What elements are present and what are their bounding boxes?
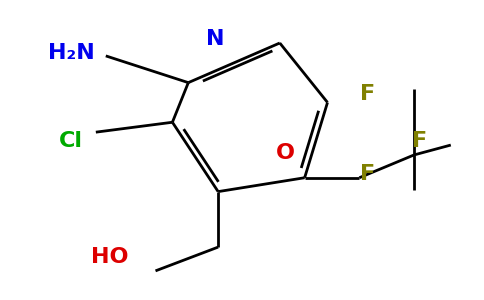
Text: F: F — [412, 131, 428, 151]
Text: F: F — [360, 83, 375, 103]
Text: Cl: Cl — [59, 131, 83, 151]
Text: F: F — [360, 164, 375, 184]
Text: H₂N: H₂N — [48, 44, 94, 63]
Text: O: O — [276, 143, 295, 163]
Text: N: N — [206, 28, 225, 49]
Text: HO: HO — [91, 247, 128, 267]
